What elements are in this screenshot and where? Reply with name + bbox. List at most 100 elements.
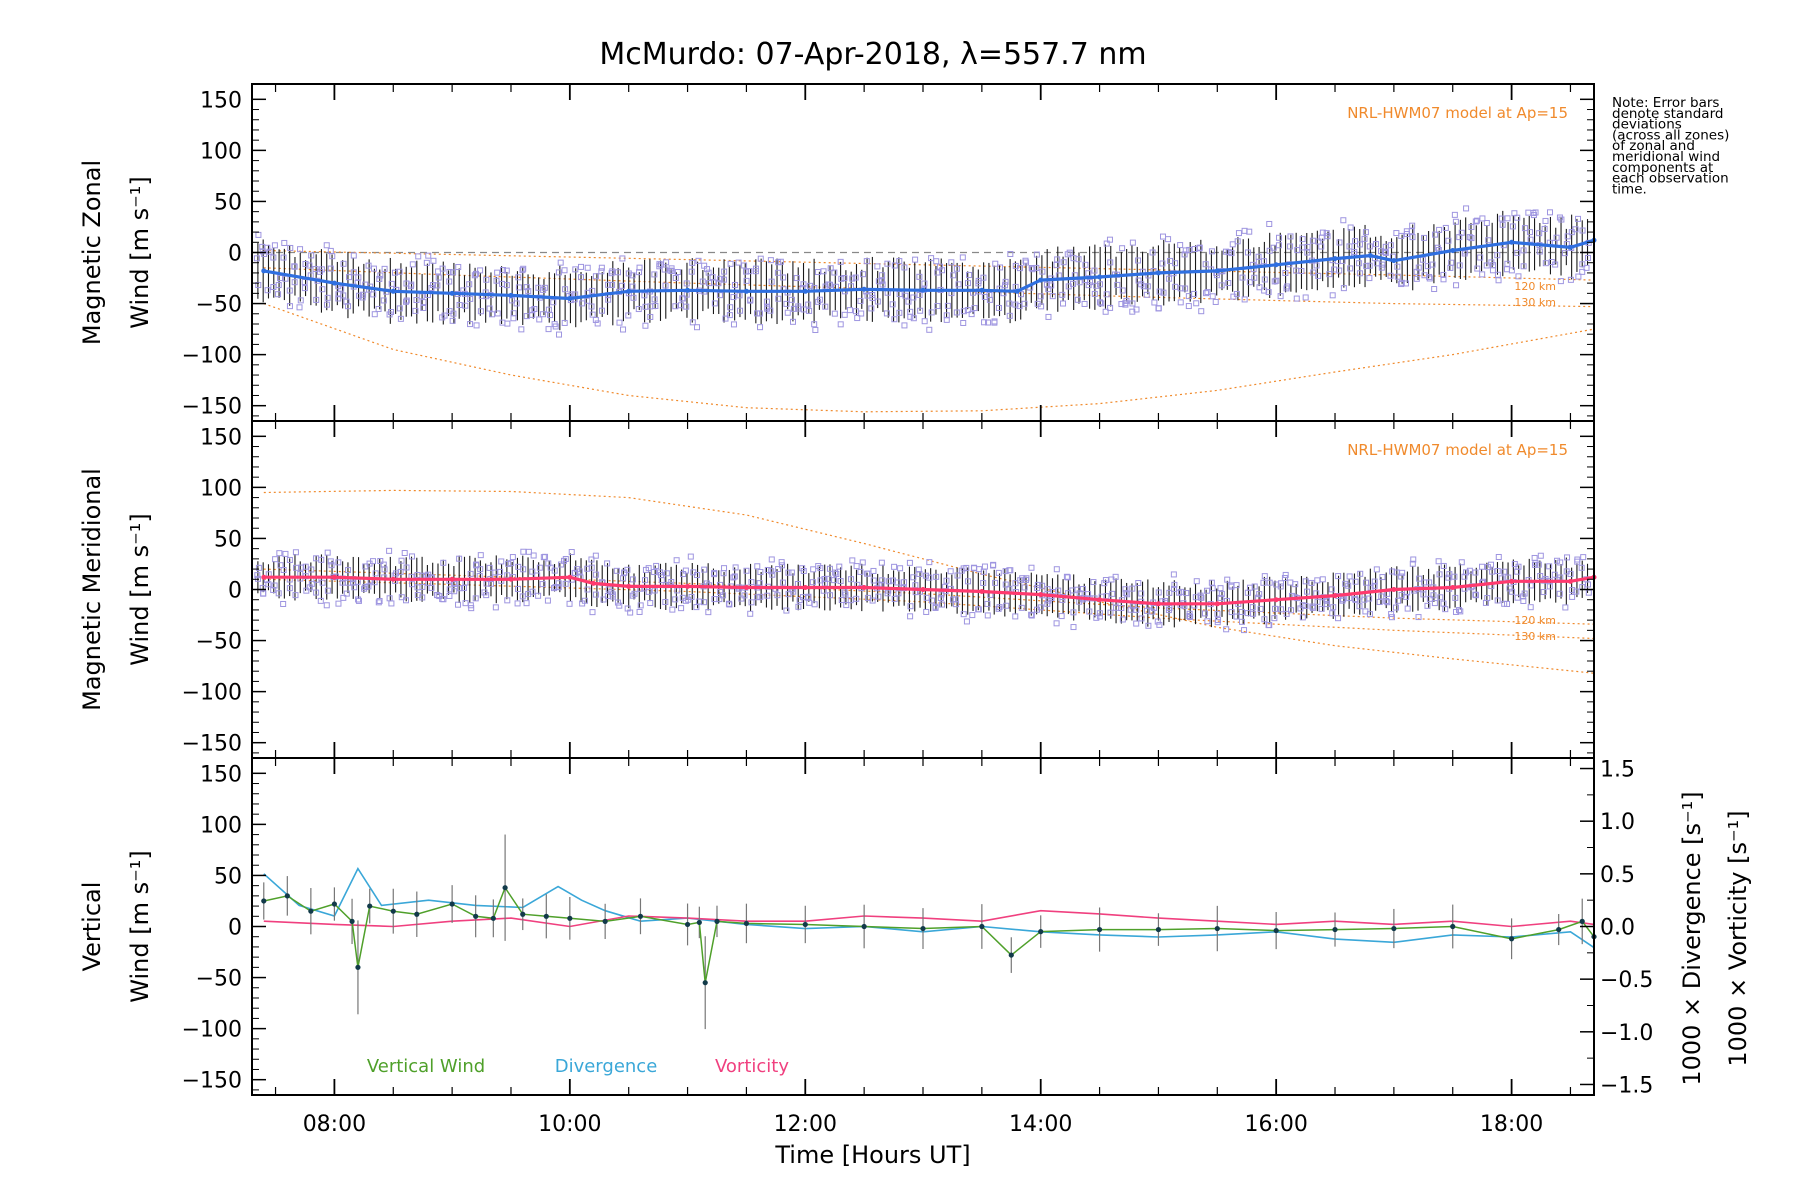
zone-point <box>1093 282 1100 289</box>
zone-point <box>1277 293 1284 300</box>
x-tick-label: 18:00 <box>1480 1112 1543 1137</box>
zone-point <box>891 316 898 323</box>
zone-point <box>1118 301 1125 308</box>
zone-point <box>1378 264 1385 271</box>
zone-point <box>894 579 901 586</box>
zone-point <box>1028 611 1035 618</box>
zone-point <box>473 562 480 569</box>
zone-point <box>805 594 812 601</box>
zone-point <box>1436 571 1443 578</box>
zone-point <box>1356 241 1363 248</box>
zone-point <box>901 264 908 271</box>
zone-point <box>768 278 775 285</box>
zone-point <box>317 597 324 604</box>
zone-point <box>1579 227 1586 234</box>
zone-point <box>1228 609 1235 616</box>
zone-point <box>1542 217 1549 224</box>
zone-point <box>376 275 383 282</box>
model-curve-120km <box>263 249 1595 281</box>
zone-point <box>308 580 315 587</box>
zone-point <box>1330 604 1337 611</box>
zone-point <box>1277 583 1284 590</box>
y-tick-label: 150 <box>200 88 242 113</box>
zone-point <box>1082 261 1089 268</box>
zone-point <box>1461 573 1468 580</box>
zone-point <box>1140 283 1147 290</box>
zone-point <box>907 308 914 315</box>
zone-point <box>359 294 366 301</box>
zone-point <box>678 605 685 612</box>
zone-point <box>874 298 881 305</box>
zone-point <box>1033 251 1040 258</box>
zone-point <box>1494 252 1501 259</box>
zone-point <box>1028 564 1035 571</box>
zone-point <box>836 563 843 570</box>
zone-point <box>1160 289 1167 296</box>
zone-point <box>658 577 665 584</box>
zone-point <box>678 302 685 309</box>
zone-point <box>747 610 754 617</box>
zone-point <box>1527 604 1534 611</box>
zone-point <box>1177 285 1184 292</box>
zone-point <box>1319 576 1326 583</box>
zone-point <box>1531 561 1538 568</box>
zone-point <box>1531 554 1538 561</box>
zone-point <box>439 596 446 603</box>
zone-point <box>1246 228 1253 235</box>
zone-point <box>679 295 686 302</box>
zone-point <box>456 302 463 309</box>
zone-point <box>1398 279 1405 286</box>
zone-point <box>747 296 754 303</box>
zone-point <box>1573 588 1580 595</box>
zone-point <box>1489 267 1496 274</box>
zone-point <box>1060 300 1067 307</box>
vertical-wind-point <box>1214 925 1220 932</box>
zone-point <box>1266 579 1273 586</box>
y-axis-label-line2: Wind [m s⁻¹] <box>126 850 154 1002</box>
y-axis-label-line2: Wind [m s⁻¹] <box>126 513 154 665</box>
zone-point <box>1076 279 1083 286</box>
zone-point <box>629 592 636 599</box>
zone-point <box>515 274 522 281</box>
y2-tick-label: 1.0 <box>1600 810 1635 835</box>
zone-point <box>653 562 660 569</box>
zone-point <box>629 272 636 279</box>
zone-point <box>508 560 515 567</box>
zone-point <box>409 261 416 268</box>
zone-point <box>397 315 404 322</box>
zone-point <box>281 239 288 246</box>
zone-point <box>910 294 917 301</box>
zone-point <box>1017 291 1024 298</box>
zone-point <box>450 310 457 317</box>
zone-point <box>757 255 764 262</box>
zone-point <box>912 256 919 263</box>
zone-point <box>932 603 939 610</box>
zone-point <box>1181 251 1188 258</box>
zone-point <box>401 549 408 556</box>
zone-point <box>716 292 723 299</box>
zone-point <box>277 562 284 569</box>
zone-point <box>513 300 520 307</box>
zone-point <box>523 600 530 607</box>
vertical-wind-point <box>602 918 608 924</box>
zone-point <box>1233 582 1240 589</box>
zone-point <box>688 268 695 275</box>
zone-point <box>1202 610 1209 617</box>
zone-point <box>768 568 775 575</box>
zone-point <box>757 569 764 576</box>
zone-point <box>525 288 532 295</box>
zone-point <box>386 595 393 602</box>
zone-point <box>1275 234 1282 241</box>
zone-point <box>896 309 903 316</box>
zone-point <box>1166 275 1173 282</box>
y-tick-label: 150 <box>200 425 242 450</box>
zone-point <box>948 259 955 266</box>
zone-point <box>1053 620 1060 627</box>
zone-point <box>996 604 1003 611</box>
zone-point <box>1494 597 1501 604</box>
model-label: NRL-HWM07 model at Ap=15 <box>1347 104 1568 122</box>
zone-point <box>859 559 866 566</box>
zone-point <box>1520 263 1527 270</box>
zonal-mean-point <box>390 288 396 294</box>
zone-point <box>757 324 764 331</box>
